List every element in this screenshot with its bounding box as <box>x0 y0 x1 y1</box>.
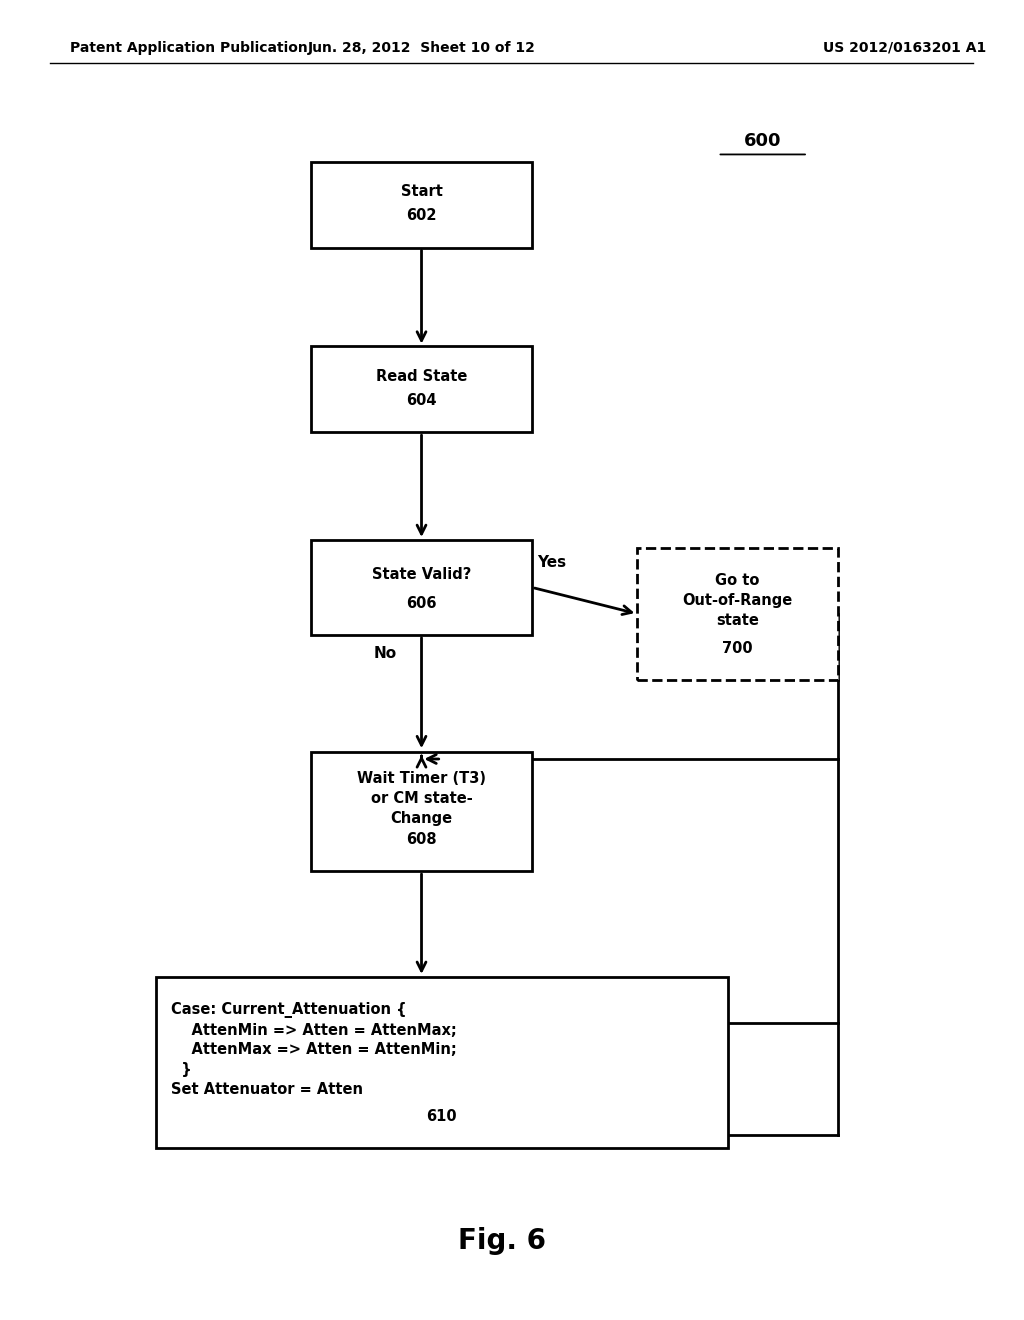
Text: State Valid?: State Valid? <box>372 566 471 582</box>
Text: 610: 610 <box>426 1109 457 1125</box>
FancyBboxPatch shape <box>311 162 531 248</box>
Text: 606: 606 <box>407 595 437 611</box>
Text: Yes: Yes <box>537 556 566 570</box>
Text: 600: 600 <box>744 132 781 150</box>
Text: Case: Current_Attenuation {
    AttenMin => Atten = AttenMax;
    AttenMax => At: Case: Current_Attenuation { AttenMin => … <box>171 1002 457 1097</box>
Text: Go to
Out-of-Range
state: Go to Out-of-Range state <box>683 573 793 628</box>
FancyBboxPatch shape <box>311 540 531 635</box>
FancyBboxPatch shape <box>311 752 531 871</box>
Text: 608: 608 <box>407 832 437 847</box>
Text: 602: 602 <box>407 209 437 223</box>
FancyBboxPatch shape <box>637 548 838 680</box>
Text: Read State: Read State <box>376 368 467 384</box>
FancyBboxPatch shape <box>311 346 531 433</box>
Text: Fig. 6: Fig. 6 <box>458 1226 546 1255</box>
Text: Jun. 28, 2012  Sheet 10 of 12: Jun. 28, 2012 Sheet 10 of 12 <box>307 41 536 54</box>
Text: No: No <box>374 645 396 661</box>
Text: US 2012/0163201 A1: US 2012/0163201 A1 <box>823 41 986 54</box>
Text: Start: Start <box>400 183 442 199</box>
Text: Patent Application Publication: Patent Application Publication <box>71 41 308 54</box>
Text: Wait Timer (T3)
or CM state-
Change: Wait Timer (T3) or CM state- Change <box>357 771 486 826</box>
Text: 700: 700 <box>722 640 753 656</box>
Text: 604: 604 <box>407 393 437 408</box>
FancyBboxPatch shape <box>156 977 728 1148</box>
